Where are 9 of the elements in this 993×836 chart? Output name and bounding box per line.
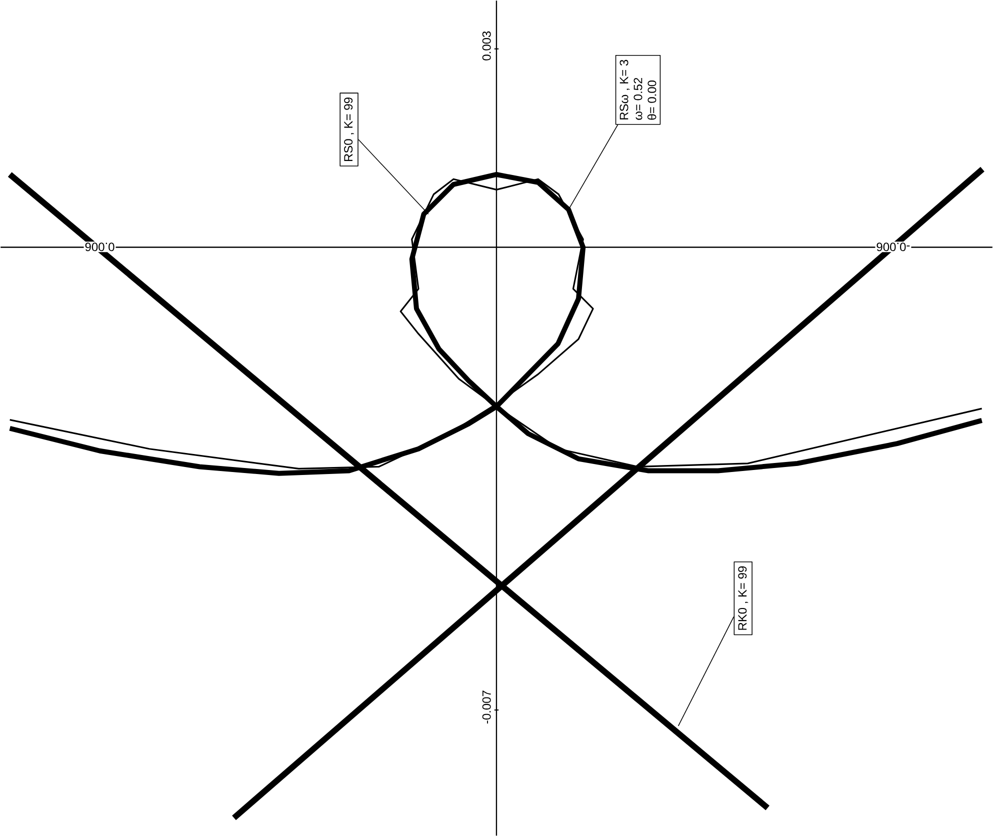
x-tick-label: -0.006 [876, 242, 910, 251]
y-tick-label: -0.007 [482, 690, 491, 724]
annotation: ω= 0.52 [634, 78, 642, 120]
y-tick-label: 0.003 [482, 31, 491, 60]
annotation: RSω , K= 3 [620, 60, 630, 120]
annotation: RK0 , K= 99 [738, 566, 748, 630]
x-tick-label: 0.006 [85, 242, 114, 251]
annotation: θ= 0.00 [647, 80, 656, 120]
annotation: RS0 , K= 99 [344, 97, 354, 161]
